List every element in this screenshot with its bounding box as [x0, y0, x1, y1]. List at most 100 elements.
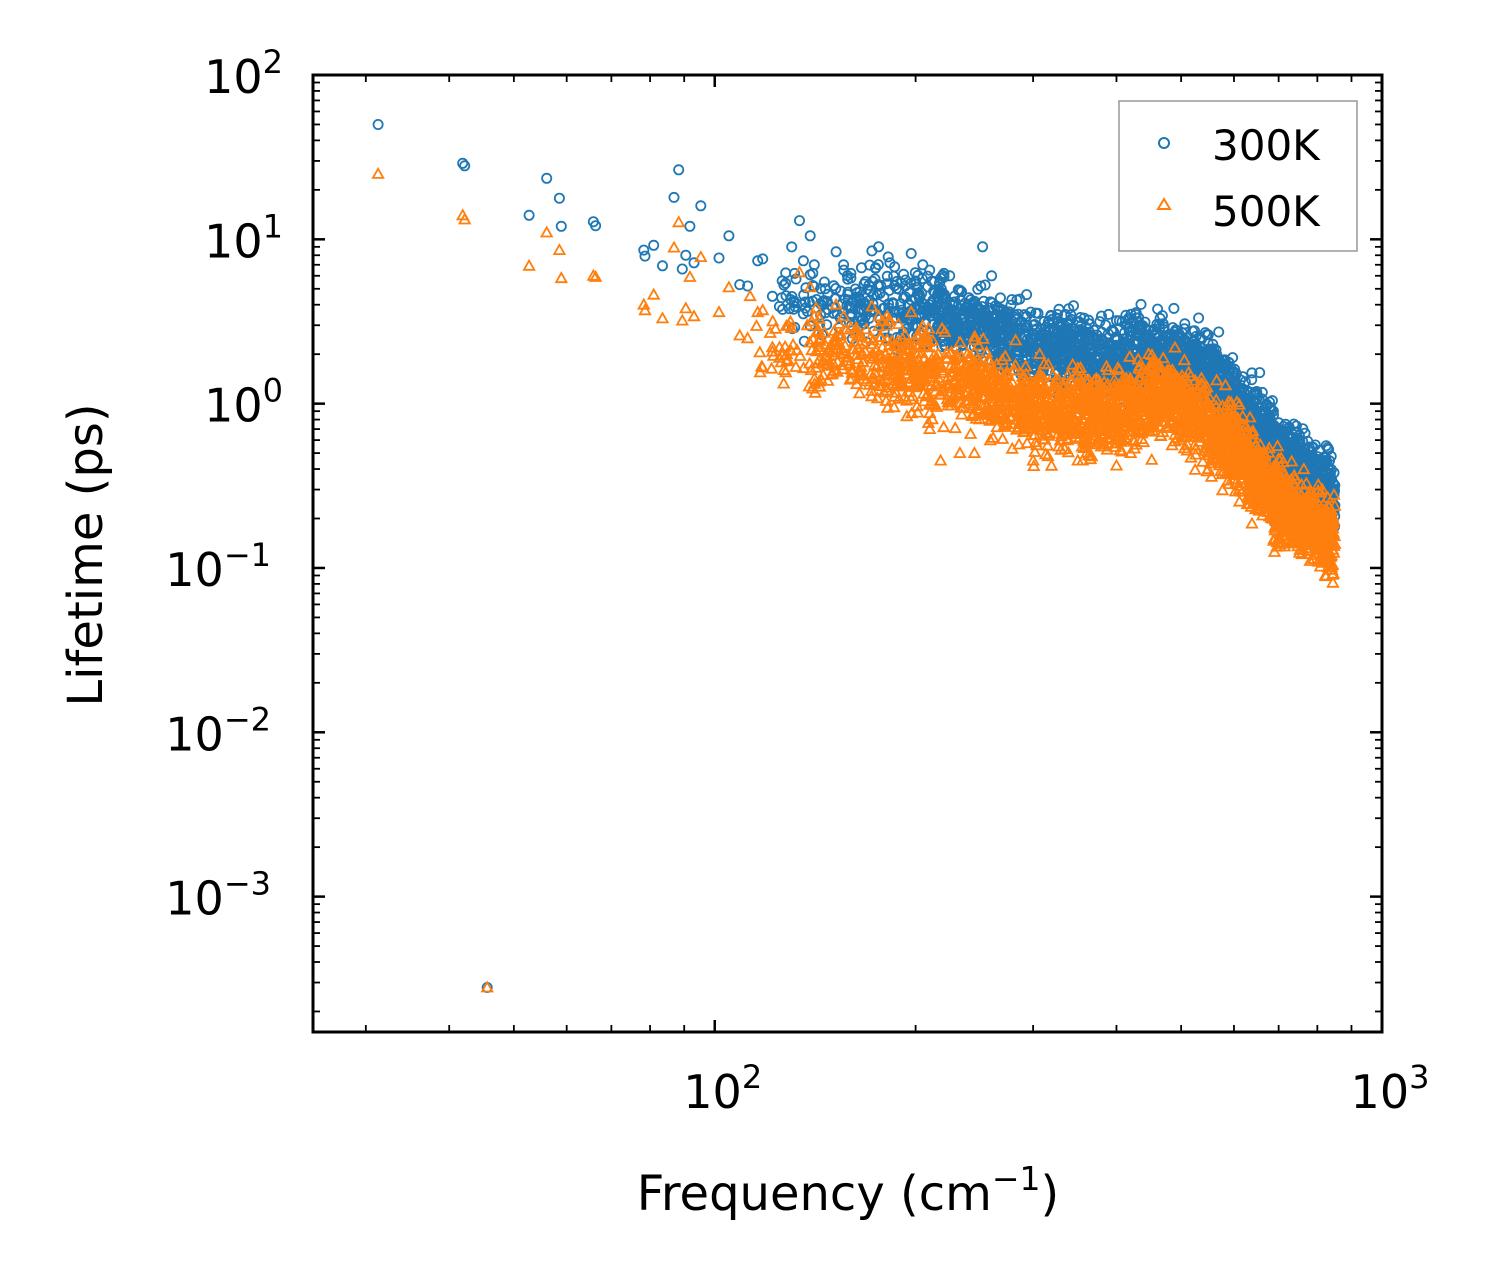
- point-300k-band-2573: [933, 293, 945, 305]
- point-500k-band-2214: [1311, 554, 1325, 567]
- point-300k-band-2468: [1012, 345, 1024, 357]
- point-300k-50: [977, 241, 989, 253]
- point-500k-band-2224: [1030, 392, 1044, 405]
- point-300k-37: [854, 286, 866, 298]
- point-300k-band-1321: [1005, 299, 1017, 311]
- point-300k-band-2400: [981, 315, 993, 327]
- point-500k-band-2178: [914, 340, 929, 353]
- point-500k-band-389: [995, 431, 1010, 444]
- point-300k-22: [723, 230, 735, 242]
- point-300k-band-2584: [983, 321, 995, 333]
- point-500k-band-846: [852, 386, 867, 399]
- point-300k-band-2525: [1254, 367, 1266, 379]
- point-500k-band-2002: [1113, 443, 1127, 456]
- point-500k-band-2198: [936, 420, 951, 433]
- point-500k-band-2222: [877, 385, 891, 398]
- point-500k-band-373: [749, 318, 764, 331]
- point-500k-band-1925: [1015, 369, 1030, 382]
- point-300k-58: [1088, 324, 1100, 336]
- point-500k-band-558: [1038, 447, 1053, 460]
- point-500k-band-2203: [1102, 416, 1116, 429]
- point-500k-band-2287: [1198, 443, 1212, 456]
- point-300k-band-2593: [1048, 333, 1060, 345]
- point-300k-band-2399: [1177, 340, 1189, 352]
- point-500k-band-2188: [983, 433, 998, 446]
- point-300k-11: [639, 250, 651, 262]
- point-300k-band-2176: [869, 273, 881, 285]
- point-300k-band-1222: [1120, 309, 1132, 321]
- point-500k-band-2077: [1314, 485, 1328, 498]
- point-500k-band-1777: [1089, 371, 1104, 384]
- point-300k-band-1704: [883, 284, 895, 296]
- point-500k-band-1581: [784, 321, 798, 333]
- point-500k-band-2055: [827, 334, 842, 347]
- point-300k-band-2539: [1225, 384, 1237, 396]
- point-300k-33: [818, 276, 830, 288]
- point-500k-band-533: [1156, 351, 1170, 364]
- point-500k-band-1015: [1063, 374, 1077, 386]
- point-500k-band-2282: [820, 358, 834, 371]
- point-300k-band-2551: [856, 262, 868, 274]
- point-300k-band-2029: [910, 278, 922, 290]
- point-500k-band-1194: [857, 371, 871, 384]
- point-500k-band-1610: [843, 372, 857, 385]
- point-500k-band-2209: [894, 352, 909, 365]
- point-500k-band-2315: [1294, 477, 1309, 490]
- point-500k-band-1862: [1190, 406, 1204, 419]
- point-300k-band-2016: [882, 251, 894, 263]
- point-300k-21: [713, 252, 725, 264]
- point-500k-band-1946: [1221, 473, 1235, 486]
- point-500k-band-1455: [887, 400, 901, 413]
- point-300k-0: [372, 119, 384, 131]
- point-300k-19: [688, 257, 700, 269]
- point-300k-band-2484: [1032, 307, 1044, 319]
- point-500k-band-2139: [839, 322, 854, 335]
- point-500k-band-1530: [904, 392, 918, 405]
- point-500k-band-734: [1222, 477, 1236, 490]
- point-500k-band-2078: [1038, 379, 1052, 392]
- point-300k-band-444: [881, 270, 893, 282]
- point-300k-band-2591: [1139, 330, 1151, 342]
- point-300k-57: [1072, 329, 1084, 341]
- point-500k-band-1908: [907, 360, 921, 373]
- point-300k-band-2598: [1249, 394, 1261, 406]
- point-300k-60: [1125, 329, 1137, 341]
- point-500k-band-2305: [1311, 483, 1325, 496]
- point-300k-band-1770: [1006, 294, 1018, 306]
- point-300k-band-569: [1156, 310, 1168, 322]
- point-500k-band-75: [1065, 357, 1080, 370]
- point-500k-band-107: [1141, 346, 1156, 359]
- point-300k-band-1682: [867, 289, 879, 301]
- point-300k-17: [680, 249, 692, 261]
- point-500k-band-2199: [836, 343, 850, 356]
- point-300k-59: [1111, 315, 1123, 327]
- point-300k-36: [845, 267, 857, 279]
- point-300k-44: [917, 259, 929, 271]
- point-300k-band-2538: [1286, 438, 1298, 450]
- point-300k-61: [1131, 322, 1143, 334]
- point-300k-band-1546: [1135, 298, 1147, 310]
- point-500k-band-1990: [1133, 381, 1147, 394]
- point-300k-band-2595: [1303, 441, 1315, 453]
- point-300k-48: [954, 284, 966, 296]
- point-500k-band-298: [953, 335, 967, 348]
- point-500k-band-1262: [776, 376, 791, 389]
- point-300k-band-2168: [1280, 418, 1292, 430]
- point-500k-band-2223: [1259, 469, 1274, 482]
- point-300k-16: [676, 263, 688, 275]
- point-300k-band-2571: [955, 299, 967, 311]
- point-500k-band-980: [763, 325, 777, 338]
- data-points: [371, 119, 1342, 994]
- point-300k-band-2495: [995, 318, 1007, 330]
- point-300k-band-1240: [786, 241, 798, 253]
- point-300k-band-1461: [1246, 374, 1258, 386]
- point-300k-band-2586: [1321, 455, 1333, 467]
- point-500k-band-1949: [1056, 380, 1070, 393]
- point-500k-band-1724: [1036, 370, 1051, 383]
- point-500k-band-1438: [921, 334, 936, 347]
- point-300k-band-1915: [1291, 426, 1303, 438]
- point-300k-band-2579: [956, 314, 968, 326]
- point-500k-band-1269: [1037, 432, 1052, 445]
- point-300k-band-2122: [1059, 308, 1071, 320]
- point-300k-25: [752, 255, 764, 267]
